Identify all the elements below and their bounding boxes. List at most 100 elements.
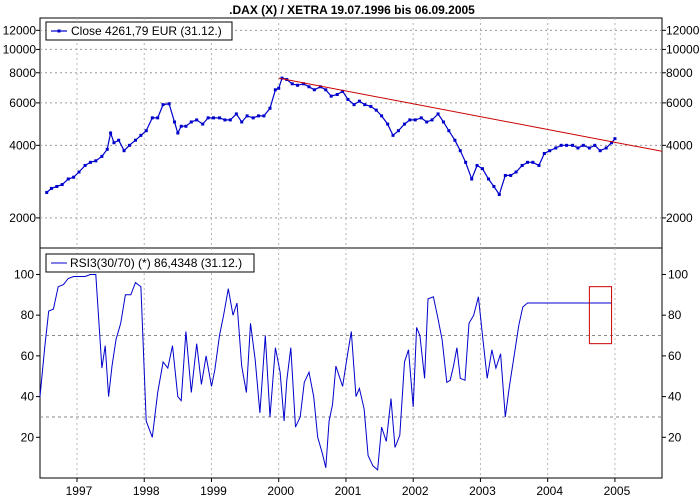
close-price-point bbox=[441, 120, 445, 124]
close-price-point bbox=[346, 97, 350, 101]
close-price-point bbox=[402, 122, 406, 126]
x-tick-label: 2004 bbox=[536, 484, 563, 498]
close-price-point bbox=[234, 112, 238, 116]
close-price-point bbox=[509, 173, 513, 177]
close-price-point bbox=[610, 141, 614, 145]
close-price-point bbox=[559, 143, 563, 147]
close-price-point bbox=[109, 131, 113, 135]
close-price-point bbox=[408, 118, 412, 122]
x-tick-label: 1997 bbox=[66, 484, 93, 498]
close-price-point bbox=[262, 114, 266, 118]
x-tick-label: 2001 bbox=[335, 484, 362, 498]
price-legend-label: Close 4261,79 EUR (31.12.) bbox=[71, 24, 222, 38]
rsi-legend-label: RSI3(30/70) (*) 86,4348 (31.12.) bbox=[70, 256, 242, 270]
resistance-trend-line bbox=[278, 77, 663, 152]
close-price-point bbox=[413, 118, 417, 122]
close-price-point bbox=[514, 170, 518, 174]
close-price-point bbox=[257, 114, 261, 118]
x-tick-label: 1998 bbox=[133, 484, 160, 498]
close-price-point bbox=[324, 88, 328, 92]
close-price-point bbox=[369, 104, 373, 108]
x-tick-label: 1999 bbox=[200, 484, 227, 498]
close-price-point bbox=[487, 177, 491, 181]
close-price-point bbox=[587, 146, 591, 150]
close-price-point bbox=[172, 120, 176, 124]
price-y-tick-label-right: 4000 bbox=[666, 138, 693, 152]
close-price-point bbox=[526, 160, 530, 164]
rsi-y-tick-label-right: 40 bbox=[668, 390, 682, 404]
close-price-point bbox=[391, 133, 395, 137]
close-price-point bbox=[77, 170, 81, 174]
close-price-point bbox=[458, 149, 462, 153]
close-price-point bbox=[357, 99, 361, 103]
close-price-point bbox=[83, 163, 87, 167]
rsi-highlight-box bbox=[588, 286, 613, 345]
rsi-line bbox=[39, 274, 612, 471]
close-price-point bbox=[277, 86, 281, 90]
close-price-point bbox=[470, 177, 474, 181]
rsi-y-tick-label-left: 20 bbox=[21, 430, 35, 444]
close-price-point bbox=[396, 129, 400, 133]
chart-title: .DAX (X) / XETRA 19.07.1996 bis 06.09.20… bbox=[229, 3, 475, 17]
close-price-point bbox=[268, 106, 272, 110]
close-price-point bbox=[548, 149, 552, 153]
price-y-tick-label-right: 8000 bbox=[666, 66, 693, 80]
close-price-point bbox=[144, 129, 148, 133]
rsi-y-tick-label-left: 60 bbox=[21, 349, 35, 363]
close-price-point bbox=[425, 120, 429, 124]
rsi-y-tick-label-right: 100 bbox=[668, 267, 688, 281]
close-price-point bbox=[565, 143, 569, 147]
price-y-tick-label-right: 12000 bbox=[666, 23, 700, 37]
close-price-point bbox=[492, 184, 496, 188]
price-y-tick-label-left: 10000 bbox=[3, 42, 37, 56]
close-price-line bbox=[46, 77, 616, 196]
close-price-point bbox=[475, 163, 479, 167]
close-price-point bbox=[341, 89, 345, 93]
close-price-point bbox=[307, 85, 311, 89]
close-price-point bbox=[179, 124, 183, 128]
close-price-point bbox=[329, 94, 333, 98]
close-price-point bbox=[352, 103, 356, 107]
price-legend-box bbox=[45, 21, 233, 41]
rsi-legend-box bbox=[45, 253, 255, 273]
x-tick-label: 2003 bbox=[469, 484, 496, 498]
close-price-point bbox=[302, 82, 306, 86]
close-price-point bbox=[581, 143, 585, 147]
close-price-point bbox=[45, 190, 49, 194]
close-price-point bbox=[318, 85, 322, 89]
close-price-point bbox=[447, 129, 451, 133]
close-price-point bbox=[419, 116, 423, 120]
price-y-tick-label-right: 10000 bbox=[666, 42, 700, 56]
close-price-point bbox=[49, 186, 53, 190]
close-price-point bbox=[380, 114, 384, 118]
close-price-point bbox=[223, 118, 227, 122]
close-price-point bbox=[127, 143, 131, 147]
close-price-point bbox=[66, 177, 70, 181]
close-price-point bbox=[167, 102, 171, 106]
close-price-point bbox=[280, 76, 284, 80]
close-price-point bbox=[117, 138, 121, 142]
close-price-point bbox=[100, 154, 104, 158]
price-y-tick-label-left: 4000 bbox=[9, 138, 36, 152]
close-price-point bbox=[94, 159, 98, 163]
close-price-point bbox=[430, 118, 434, 122]
close-price-point bbox=[133, 138, 137, 142]
close-price-point bbox=[554, 146, 558, 150]
close-price-point bbox=[161, 103, 165, 107]
close-price-point bbox=[189, 120, 193, 124]
close-price-point bbox=[112, 141, 116, 145]
close-price-point bbox=[598, 149, 602, 153]
price-y-tick-label-left: 8000 bbox=[9, 66, 36, 80]
close-price-point bbox=[374, 108, 378, 112]
close-price-point bbox=[55, 184, 59, 188]
close-price-point bbox=[363, 103, 367, 107]
close-price-point bbox=[156, 116, 160, 120]
close-price-point bbox=[613, 137, 617, 141]
close-price-point bbox=[296, 83, 300, 87]
close-price-point bbox=[201, 122, 205, 126]
rsi-panel: 20 20 40 40 60 60 80 80 100 100 RSI3(30/70) (*) 86… bbox=[14, 247, 688, 479]
close-price-point bbox=[531, 160, 535, 164]
rsi-y-tick-label-right: 80 bbox=[668, 308, 682, 322]
close-price-point bbox=[520, 163, 524, 167]
close-price-point bbox=[464, 160, 468, 164]
